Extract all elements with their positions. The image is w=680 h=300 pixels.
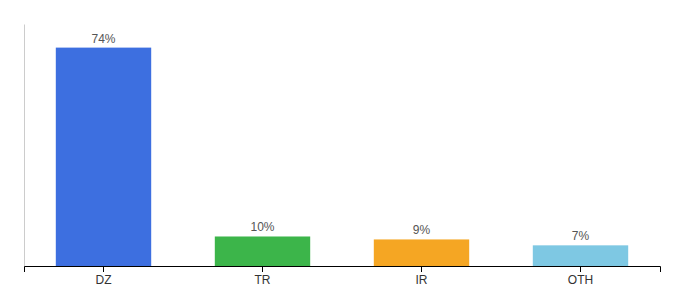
bar: [533, 245, 628, 266]
y-axis-line: [24, 25, 25, 267]
bars: [56, 48, 628, 266]
x-tick-mark: [421, 266, 422, 272]
bar: [374, 239, 469, 266]
x-tick: OTH: [568, 266, 593, 287]
x-tick-label: DZ: [96, 273, 112, 287]
data-label: 10%: [250, 220, 274, 234]
data-label: 74%: [91, 32, 115, 46]
y-axis: [24, 25, 25, 267]
x-tick-mark: [262, 266, 263, 272]
chart-svg: DZ TR IR OTH 74% 10% 9% 7%: [0, 0, 680, 300]
x-tick-label: OTH: [568, 273, 593, 287]
x-tick-label: TR: [255, 273, 271, 287]
x-axis: DZ TR IR OTH: [25, 266, 661, 287]
chart-container: DZ TR IR OTH 74% 10% 9% 7%: [0, 0, 680, 300]
bar: [56, 48, 151, 266]
x-tick: TR: [255, 266, 271, 287]
bar: [215, 236, 310, 266]
plot-area: DZ TR IR OTH 74% 10% 9% 7%: [25, 25, 661, 287]
x-tick-mark: [103, 266, 104, 272]
x-tick: IR: [416, 266, 428, 287]
data-label: 7%: [572, 229, 590, 243]
x-tick: DZ: [96, 266, 112, 287]
data-label: 9%: [413, 223, 431, 237]
data-labels: 74% 10% 9% 7%: [91, 32, 589, 244]
x-tick-label: IR: [416, 273, 428, 287]
x-tick-mark: [580, 266, 581, 272]
x-axis-line: [25, 267, 661, 273]
